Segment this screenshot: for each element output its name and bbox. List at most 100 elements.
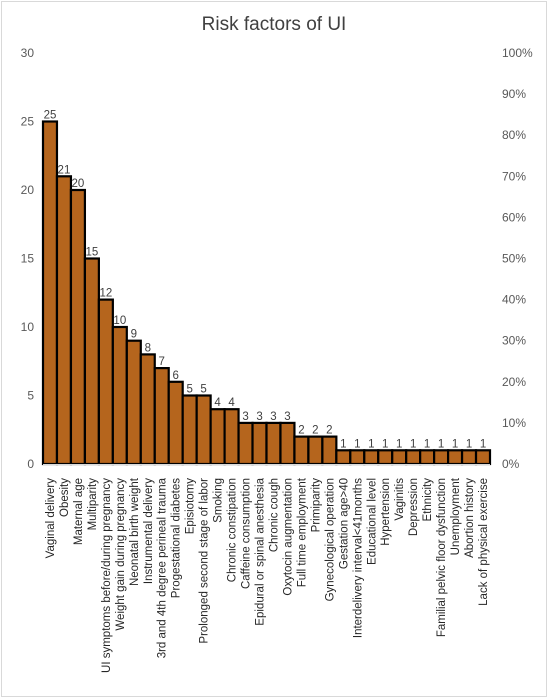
y-tick-label: 25 [21,115,35,129]
data-label: 2 [298,425,304,437]
data-label: 1 [396,438,402,450]
y2-tick-label: 60% [502,210,526,224]
category-label: Educational level [366,478,378,565]
data-label: 12 [99,288,112,300]
y-tick-label: 15 [21,252,35,266]
data-label: 3 [256,411,262,423]
data-label: 1 [382,438,388,450]
data-label: 1 [438,438,444,450]
category-label: Lack of physical exercise [478,478,490,606]
category-label: Caffeine consumption [241,478,253,589]
data-label: 1 [452,438,458,450]
category-label: Familial pelvic floor dysfunction [436,478,448,637]
bar [391,449,408,466]
bar [293,435,310,466]
data-label: 2 [312,425,318,437]
bar [41,120,59,466]
data-label: 4 [228,397,235,409]
data-label: 2 [326,425,332,437]
bar [251,421,268,466]
category-label: Neonatal birth weight [129,477,141,586]
y-axis-right: 0% 10% 20% 30% 40% 50% 60% 70% 80% 90% 100% [502,46,533,471]
category-label: Vaginal delivery [45,478,57,559]
bar [223,408,240,466]
bar [460,449,478,466]
category-label: Interdelivery interval<41months [352,478,364,638]
bar [83,257,100,466]
data-label: 3 [242,411,248,423]
category-label: Multiparity [87,478,99,531]
category-label: Instrumental delivery [143,478,155,584]
bar [279,421,296,466]
bar [153,367,170,466]
bar [321,435,338,466]
category-label: UI symptoms before/during pregnancy [101,478,113,673]
bar [195,394,212,466]
y2-tick-label: 90% [502,87,526,101]
data-label: 6 [172,370,178,382]
y-tick-label: 0 [27,457,34,471]
y-tick-label: 20 [21,183,35,197]
category-label: Chronic constipation [227,478,239,582]
category-label: Progestational diabetes [171,478,183,598]
x-axis-categories: Vaginal delivery Obesity Maternal age Multi… [45,477,490,673]
bar [446,449,464,466]
data-label: 1 [368,438,374,450]
data-label: 7 [159,356,165,368]
category-label: Smoking [213,478,225,523]
data-label: 1 [466,438,472,450]
category-label: Weight gain during pregnancy [115,478,127,631]
bar [405,449,422,466]
y2-tick-label: 10% [502,416,526,430]
bar [349,449,366,466]
data-label: 1 [424,438,430,450]
category-label: Obesity [59,478,71,517]
bar [307,435,324,466]
bar [419,449,436,466]
y2-tick-label: 0% [502,457,520,471]
category-label: Chronic cough [268,478,280,552]
data-label: 25 [44,110,57,122]
bar [237,421,254,466]
category-label: Vaginitis [394,478,406,521]
category-label: 3rd and 4th degree perineal trauma [157,477,169,658]
bar [55,175,73,466]
chart-title: Risk factors of UI [201,14,347,35]
data-label: 3 [284,411,290,423]
data-label: 4 [214,397,221,409]
data-label: 8 [145,342,151,354]
data-label: 1 [340,438,346,450]
bar [433,449,450,466]
category-label: Prolonged second stage of labor [199,478,211,644]
data-label: 20 [72,178,85,190]
y-tick-label: 30 [21,46,35,60]
y-tick-label: 5 [27,389,34,403]
data-label: 1 [354,438,360,450]
data-label: 15 [85,247,98,259]
bar [69,188,87,466]
bar [139,353,156,466]
category-label: Full time employment [296,477,308,587]
category-label: Oxytocin augmentation [282,478,294,596]
bar [125,339,142,466]
data-label: 3 [270,411,276,423]
category-label: Epidural or spinal anesthesia [255,477,267,625]
category-label: Maternal age [73,478,85,545]
category-label: Gestation age>40 [338,478,350,569]
category-label: Depression [408,478,420,536]
y2-tick-label: 80% [502,128,526,142]
y2-tick-label: 70% [502,169,526,183]
category-label: Ethnicity [422,478,434,522]
bar [265,421,282,466]
y2-tick-label: 40% [502,293,526,307]
data-label: 10 [113,315,126,327]
data-label: 21 [58,164,71,176]
bar [335,449,352,466]
bar [181,394,198,466]
data-label: 1 [410,438,416,450]
category-label: Abortion history [464,478,476,558]
bar [377,449,394,466]
bar [209,408,226,466]
y-tick-label: 10 [21,320,35,334]
